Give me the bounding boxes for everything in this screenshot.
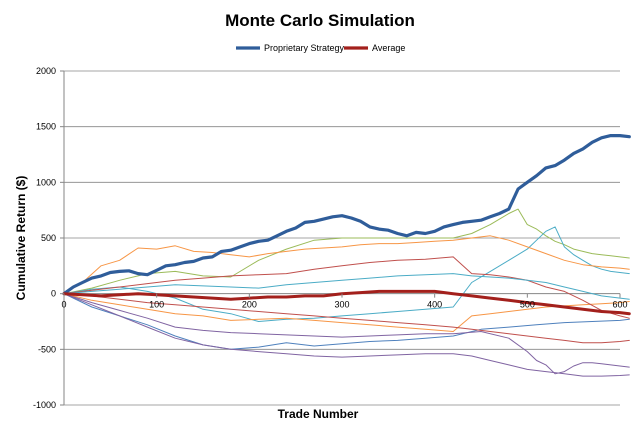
x-tick-label: 500: [520, 300, 535, 310]
series-line-simulation-8: [63, 256, 630, 319]
x-tick-label: 300: [334, 300, 349, 310]
x-axis-ticks: 0 100 200 300 400 500 600: [61, 293, 628, 310]
legend-label: Average: [372, 43, 405, 53]
series-line-simulation-3: [63, 208, 630, 295]
y-tick-label: 0: [51, 289, 56, 299]
y-axis-ticks: -1000 -500 0 500 1000 1500 2000: [33, 66, 64, 410]
x-tick-label: 400: [427, 300, 442, 310]
x-tick-label: 200: [242, 300, 257, 310]
x-tick-label: 100: [149, 300, 164, 310]
series-line-simulation-11: [63, 273, 630, 300]
x-tick-label: 600: [612, 300, 627, 310]
series-line-average: [62, 289, 631, 316]
y-tick-label: 1500: [36, 122, 56, 132]
series-line-simulation-4: [63, 293, 630, 375]
series-line-simulation-2: [63, 293, 630, 350]
series-line-proprietary-strategy: [62, 134, 631, 296]
series-line-simulation-10: [63, 293, 630, 377]
x-tick-label: 0: [61, 300, 66, 310]
y-tick-label: 500: [41, 233, 56, 243]
legend: Proprietary Strategy Average: [236, 43, 405, 53]
y-tick-label: -500: [38, 344, 56, 354]
series-line-simulation-6: [63, 235, 630, 295]
y-tick-label: -1000: [33, 400, 56, 410]
chart-title: Monte Carlo Simulation: [225, 11, 415, 30]
y-axis-label: Cumulative Return ($): [14, 176, 28, 301]
legend-label: Proprietary Strategy: [264, 43, 345, 53]
y-tick-label: 1000: [36, 177, 56, 187]
series-layer: [62, 134, 631, 377]
y-tick-label: 2000: [36, 66, 56, 76]
x-axis-label: Trade Number: [278, 407, 359, 421]
series-line-simulation-9: [63, 293, 630, 344]
